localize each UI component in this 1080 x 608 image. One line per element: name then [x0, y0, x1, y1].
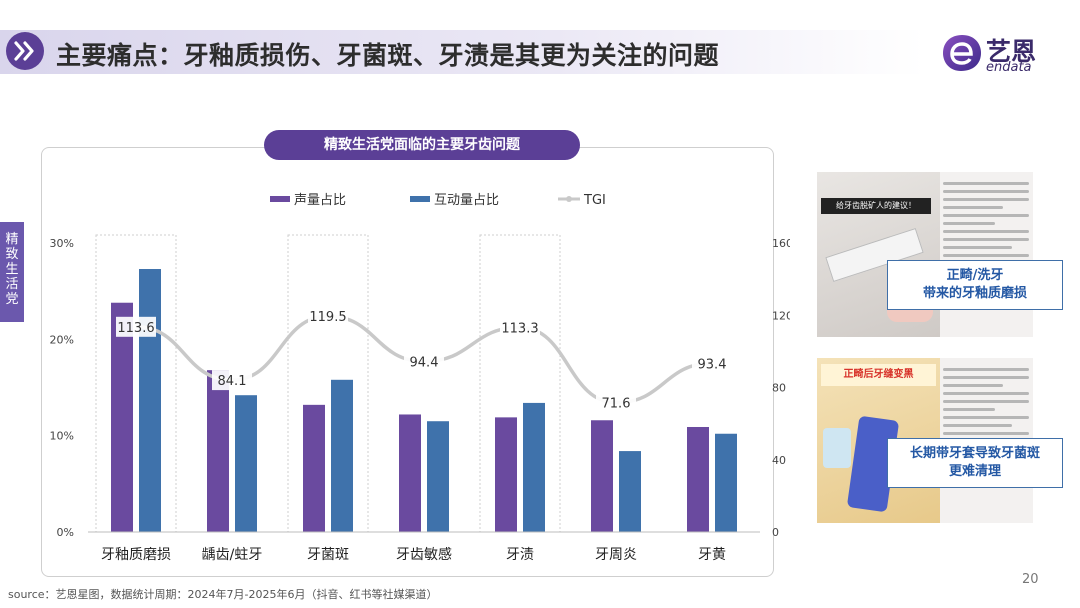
- y-left-tick-2: 20%: [50, 333, 74, 346]
- x-tick-label-3: 牙齿敏感: [396, 546, 452, 563]
- page-title: 主要痛点：牙釉质损伤、牙菌斑、牙渍是其更为关注的问题: [56, 41, 720, 70]
- chart-legend: 声量占比 互动量占比 TGI: [270, 193, 606, 208]
- tgi-label-bg-6: [692, 353, 732, 374]
- y-left-tick-0: 0%: [57, 526, 74, 539]
- y-right-tick-0: 0: [772, 526, 779, 539]
- bar-s2-0: [139, 269, 161, 532]
- social-post-image-1: 给牙齿脱矿人的建议！: [817, 172, 1033, 337]
- bar-s1-5: [591, 420, 613, 532]
- tgi-data-label-5: 71.6: [602, 397, 631, 412]
- logo-mark-icon: [943, 35, 981, 71]
- tgi-data-label-2: 119.5: [309, 310, 346, 325]
- tgi-label-bg-3: [404, 351, 444, 372]
- tgi-label-bg-5: [596, 392, 636, 413]
- callout-plaque: 长期带牙套导致牙菌斑 更难清理: [887, 438, 1063, 488]
- bar-s1-1: [207, 370, 229, 532]
- bar-s2-2: [331, 379, 353, 532]
- source-note: source：艺恩星图，数据统计周期：2024年7月-2025年6月（抖音、红书…: [8, 588, 438, 601]
- tgi-data-label-6: 93.4: [698, 357, 727, 372]
- title-bar: [0, 30, 925, 74]
- logo-text-en: endata: [986, 60, 1032, 75]
- side-tab: 精致生活党: [0, 222, 24, 322]
- bar-line-chart: 113.6 84.1 119.5 94.4 113.3 71.6 93.4 牙釉质磨损 龋齿/…: [50, 193, 790, 563]
- highlight-frame-2: [287, 234, 369, 533]
- legend-swatch-s2: [410, 196, 430, 202]
- tgi-data-label-0: 113.6: [117, 321, 154, 336]
- bar-s1-6: [687, 426, 709, 532]
- page-number: 20: [1022, 572, 1039, 587]
- x-tick-label-6: 牙黄: [698, 546, 726, 563]
- post-banner-1: 给牙齿脱矿人的建议！: [821, 198, 931, 214]
- bar-s2-5: [619, 451, 641, 532]
- callout-enamel: 正畸/洗牙 带来的牙釉质磨损: [887, 260, 1063, 310]
- legend-label-tgi: TGI: [583, 193, 606, 208]
- y-right-tick-2: 80: [772, 382, 786, 395]
- highlight-frame-4: [479, 234, 561, 533]
- x-tick-label-4: 牙渍: [506, 547, 534, 563]
- y-right-tick-1: 40: [772, 454, 786, 467]
- post-banner-2: 正畸后牙缝变黑: [821, 364, 936, 386]
- bar-s1-0: [111, 302, 133, 532]
- legend-label-s1: 声量占比: [294, 193, 346, 208]
- bar-s1-2: [303, 404, 325, 532]
- chart-title-pill: 精致生活党面临的主要牙齿问题: [264, 130, 580, 160]
- chevron-right-icon: [6, 32, 44, 70]
- x-tick-label-1: 龋齿/蛀牙: [202, 547, 263, 563]
- y-right-tick-3: 120: [772, 309, 790, 322]
- tgi-label-bg-0: [116, 316, 156, 337]
- bar-s2-4: [523, 402, 545, 532]
- bar-s1-3: [399, 414, 421, 532]
- tgi-data-label-4: 113.3: [501, 321, 538, 336]
- toothpaste-photo: 给牙齿脱矿人的建议！: [817, 172, 940, 337]
- tgi-label-bg-4: [500, 317, 540, 338]
- bar-s2-6: [715, 433, 737, 532]
- bar-s2-1: [235, 395, 257, 532]
- y-left-tick-1: 10%: [50, 430, 74, 443]
- y-right-tick-4: 160: [772, 237, 790, 250]
- bar-s1-4: [495, 417, 517, 532]
- tgi-label-bg-2: [308, 306, 348, 327]
- legend-swatch-s1: [270, 196, 290, 202]
- tgi-data-label-3: 94.4: [410, 355, 439, 370]
- logo-text-cn: 艺恩: [986, 37, 1037, 66]
- y-left-tick-3: 30%: [50, 237, 74, 250]
- x-tick-label-0: 牙釉质磨损: [101, 547, 171, 563]
- highlight-frame-0: [95, 234, 177, 533]
- x-tick-label-5: 牙周炎: [595, 547, 637, 563]
- bar-s2-3: [427, 421, 449, 532]
- brand-logo: 艺恩 endata: [940, 30, 1060, 76]
- x-tick-label-2: 牙菌斑: [307, 547, 349, 563]
- legend-label-s2: 互动量占比: [434, 193, 499, 208]
- tgi-label-bg-1: [212, 370, 252, 391]
- tgi-data-label-1: 84.1: [218, 374, 247, 389]
